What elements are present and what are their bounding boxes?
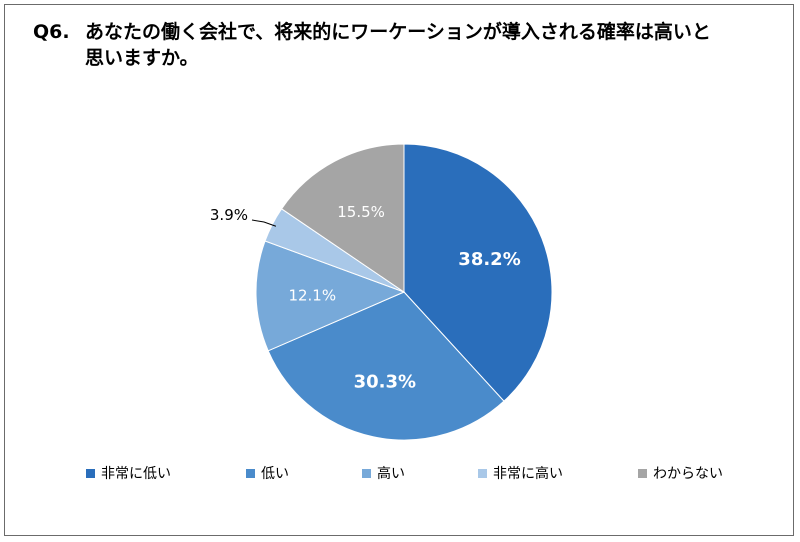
- legend-label: わからない: [653, 466, 723, 482]
- legend-item-1: 非常に低い: [86, 463, 246, 483]
- legend-label: 非常に高い: [493, 466, 563, 482]
- leader-line: [251, 219, 277, 227]
- legend-swatch: [86, 468, 95, 478]
- legend-label: 低い: [261, 466, 289, 482]
- legend-swatch: [638, 468, 647, 478]
- legend-item-5: わからない: [638, 463, 778, 483]
- legend-label: 高い: [377, 466, 405, 482]
- title-line-2: 思いますか。: [85, 47, 199, 69]
- pie-slice-3: [255, 240, 406, 352]
- pie-slice-2: [267, 291, 505, 441]
- pie-slice-1: [403, 143, 553, 402]
- pie-slice-5: [280, 143, 405, 293]
- slice-label-5: 15.5%: [337, 203, 385, 221]
- slice-label-4: 3.9%: [210, 206, 248, 224]
- slice-label-2: 30.3%: [354, 372, 416, 393]
- legend-item-4: 非常に高い: [478, 463, 638, 483]
- legend-swatch: [362, 468, 371, 478]
- title-line-1: あなたの働く会社で、将来的にワーケーションが導入される確率は高いと: [85, 21, 711, 43]
- legend-swatch: [246, 468, 255, 478]
- legend-swatch: [478, 468, 487, 478]
- chart-legend: 非常に低い 低い 高い 非常に高い わからない: [86, 463, 786, 483]
- legend-item-2: 低い: [246, 463, 362, 483]
- chart-title: Q6. あなたの働く会社で、将来的にワーケーションが導入される確率は高いと 思いま…: [33, 19, 711, 71]
- slice-label-1: 38.2%: [458, 249, 520, 270]
- legend-label: 非常に低い: [101, 466, 171, 482]
- legend-item-3: 高い: [362, 463, 478, 483]
- question-number: Q6.: [33, 21, 70, 43]
- slice-label-3: 12.1%: [288, 287, 336, 305]
